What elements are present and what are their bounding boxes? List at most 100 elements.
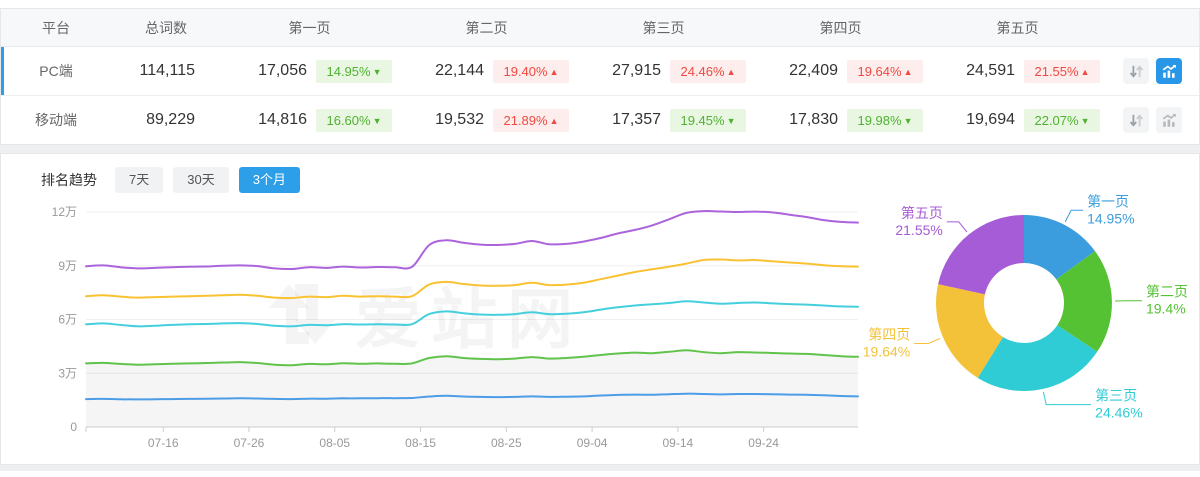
platform-label: PC端 bbox=[1, 61, 111, 81]
page-count-value: 19,694 bbox=[929, 111, 1015, 129]
series-area-fill bbox=[86, 350, 858, 427]
donut-label-name: 第二页 bbox=[1146, 284, 1188, 300]
sort-swap-button[interactable] bbox=[1123, 107, 1149, 133]
y-axis-tick-label: 12万 bbox=[52, 205, 77, 219]
trend-chart-icon bbox=[1161, 63, 1178, 80]
sort-swap-icon bbox=[1128, 63, 1145, 80]
change-percent: 14.95% bbox=[326, 64, 370, 79]
aizhan-watermark-logo: 爱站网 bbox=[269, 282, 583, 356]
rank-trend-panel: 排名趋势 7天 30天 3个月 爱站网 07-16 07-26 08-05 08-15 08-… bbox=[0, 153, 1200, 465]
change-badge: 16.60%▼ bbox=[316, 109, 392, 132]
donut-label-percent: 19.4% bbox=[1146, 301, 1186, 317]
donut-label-percent: 19.64% bbox=[863, 344, 910, 360]
table-header-row: 平台总词数第一页第二页第三页第四页第五页 bbox=[1, 9, 1199, 47]
donut-label-percent: 14.95% bbox=[1087, 210, 1134, 226]
page-1-cell: 17,056 14.95%▼ bbox=[221, 60, 398, 83]
change-percent: 19.98% bbox=[857, 113, 901, 128]
page-distribution-donut-chart[interactable]: 第一页14.95%第二页19.4%第三页24.46%第四页19.64%第五页21… bbox=[859, 188, 1199, 428]
show-trend-chart-button[interactable] bbox=[1156, 107, 1182, 133]
change-percent: 21.89% bbox=[503, 113, 547, 128]
column-header-2: 总词数 bbox=[111, 18, 221, 38]
page-4-cell: 22,409 19.64%▲ bbox=[752, 60, 929, 83]
x-axis-tick-label: 08-05 bbox=[319, 436, 350, 450]
range-tab-3个月[interactable]: 3个月 bbox=[239, 167, 300, 193]
x-axis-tick-label: 09-04 bbox=[577, 436, 608, 450]
trend-up-icon: ▲ bbox=[550, 116, 559, 126]
donut-label-connector bbox=[1065, 210, 1083, 222]
page-count-value: 17,357 bbox=[575, 111, 661, 129]
change-percent: 22.07% bbox=[1034, 113, 1078, 128]
x-axis-tick-label: 09-24 bbox=[748, 436, 779, 450]
trend-down-icon: ▼ bbox=[1081, 116, 1090, 126]
column-header-6: 第四页 bbox=[752, 18, 929, 38]
change-badge: 19.98%▼ bbox=[847, 109, 923, 132]
svg-text:爱站网: 爱站网 bbox=[355, 282, 583, 356]
donut-slice-第五页[interactable] bbox=[938, 215, 1024, 294]
trend-chart-icon bbox=[1161, 112, 1178, 129]
trend-line-chart[interactable]: 爱站网 07-16 07-26 08-05 08-15 08-25 09-04 09-14 09… bbox=[31, 198, 861, 464]
x-axis-tick-label: 07-16 bbox=[148, 436, 179, 450]
trend-up-icon: ▲ bbox=[904, 67, 913, 77]
change-badge: 21.89%▲ bbox=[493, 109, 569, 132]
trend-down-icon: ▼ bbox=[727, 116, 736, 126]
total-words-value: 89,229 bbox=[111, 111, 221, 129]
page-count-value: 19,532 bbox=[398, 111, 484, 129]
change-badge: 19.64%▲ bbox=[847, 60, 923, 83]
sort-swap-icon bbox=[1128, 112, 1145, 129]
y-axis-tick-label: 9万 bbox=[58, 259, 77, 273]
donut-label-connector bbox=[947, 222, 967, 232]
change-badge: 19.45%▼ bbox=[670, 109, 746, 132]
page-2-cell: 19,532 21.89%▲ bbox=[398, 109, 575, 132]
show-trend-chart-button[interactable] bbox=[1156, 58, 1182, 84]
donut-label-name: 第五页 bbox=[901, 205, 943, 221]
page-5-cell: 19,694 22.07%▼ bbox=[929, 109, 1106, 132]
change-badge: 22.07%▼ bbox=[1024, 109, 1100, 132]
trend-down-icon: ▼ bbox=[373, 67, 382, 77]
donut-label-name: 第三页 bbox=[1095, 388, 1137, 404]
change-badge: 19.40%▲ bbox=[493, 60, 569, 83]
x-axis-tick-label: 09-14 bbox=[663, 436, 694, 450]
trend-title: 排名趋势 bbox=[41, 170, 97, 190]
trend-up-icon: ▲ bbox=[1081, 67, 1090, 77]
page-3-cell: 17,357 19.45%▼ bbox=[575, 109, 752, 132]
trend-down-icon: ▼ bbox=[904, 116, 913, 126]
column-header-5: 第三页 bbox=[575, 18, 752, 38]
page-1-cell: 14,816 16.60%▼ bbox=[221, 109, 398, 132]
trend-range-tabs: 7天 30天 3个月 bbox=[115, 167, 310, 193]
y-axis-tick-label: 6万 bbox=[58, 313, 77, 327]
trend-down-icon: ▼ bbox=[373, 116, 382, 126]
row-actions bbox=[1106, 58, 1199, 84]
trend-up-icon: ▲ bbox=[550, 67, 559, 77]
change-percent: 16.60% bbox=[326, 113, 370, 128]
range-tab-30天[interactable]: 30天 bbox=[173, 167, 228, 193]
x-axis-tick-label: 08-15 bbox=[405, 436, 436, 450]
page-count-value: 17,056 bbox=[221, 62, 307, 80]
change-percent: 19.45% bbox=[680, 113, 724, 128]
row-actions bbox=[1106, 107, 1199, 133]
x-axis-tick-label: 08-25 bbox=[491, 436, 522, 450]
page-count-value: 22,409 bbox=[752, 62, 838, 80]
change-percent: 19.64% bbox=[857, 64, 901, 79]
sort-swap-button[interactable] bbox=[1123, 58, 1149, 84]
donut-label-percent: 21.55% bbox=[895, 222, 942, 238]
platform-label: 移动端 bbox=[1, 110, 111, 130]
trend-up-icon: ▲ bbox=[727, 67, 736, 77]
donut-label-percent: 24.46% bbox=[1095, 405, 1142, 421]
page-count-value: 14,816 bbox=[221, 111, 307, 129]
section-divider bbox=[0, 145, 1200, 153]
range-tab-7天[interactable]: 7天 bbox=[115, 167, 163, 193]
change-percent: 21.55% bbox=[1034, 64, 1078, 79]
x-axis-tick-label: 07-26 bbox=[234, 436, 265, 450]
change-badge: 21.55%▲ bbox=[1024, 60, 1100, 83]
donut-label-name: 第一页 bbox=[1087, 193, 1129, 209]
y-axis-tick-label: 3万 bbox=[58, 366, 77, 380]
column-header-1: 平台 bbox=[1, 18, 111, 38]
change-percent: 19.40% bbox=[503, 64, 547, 79]
